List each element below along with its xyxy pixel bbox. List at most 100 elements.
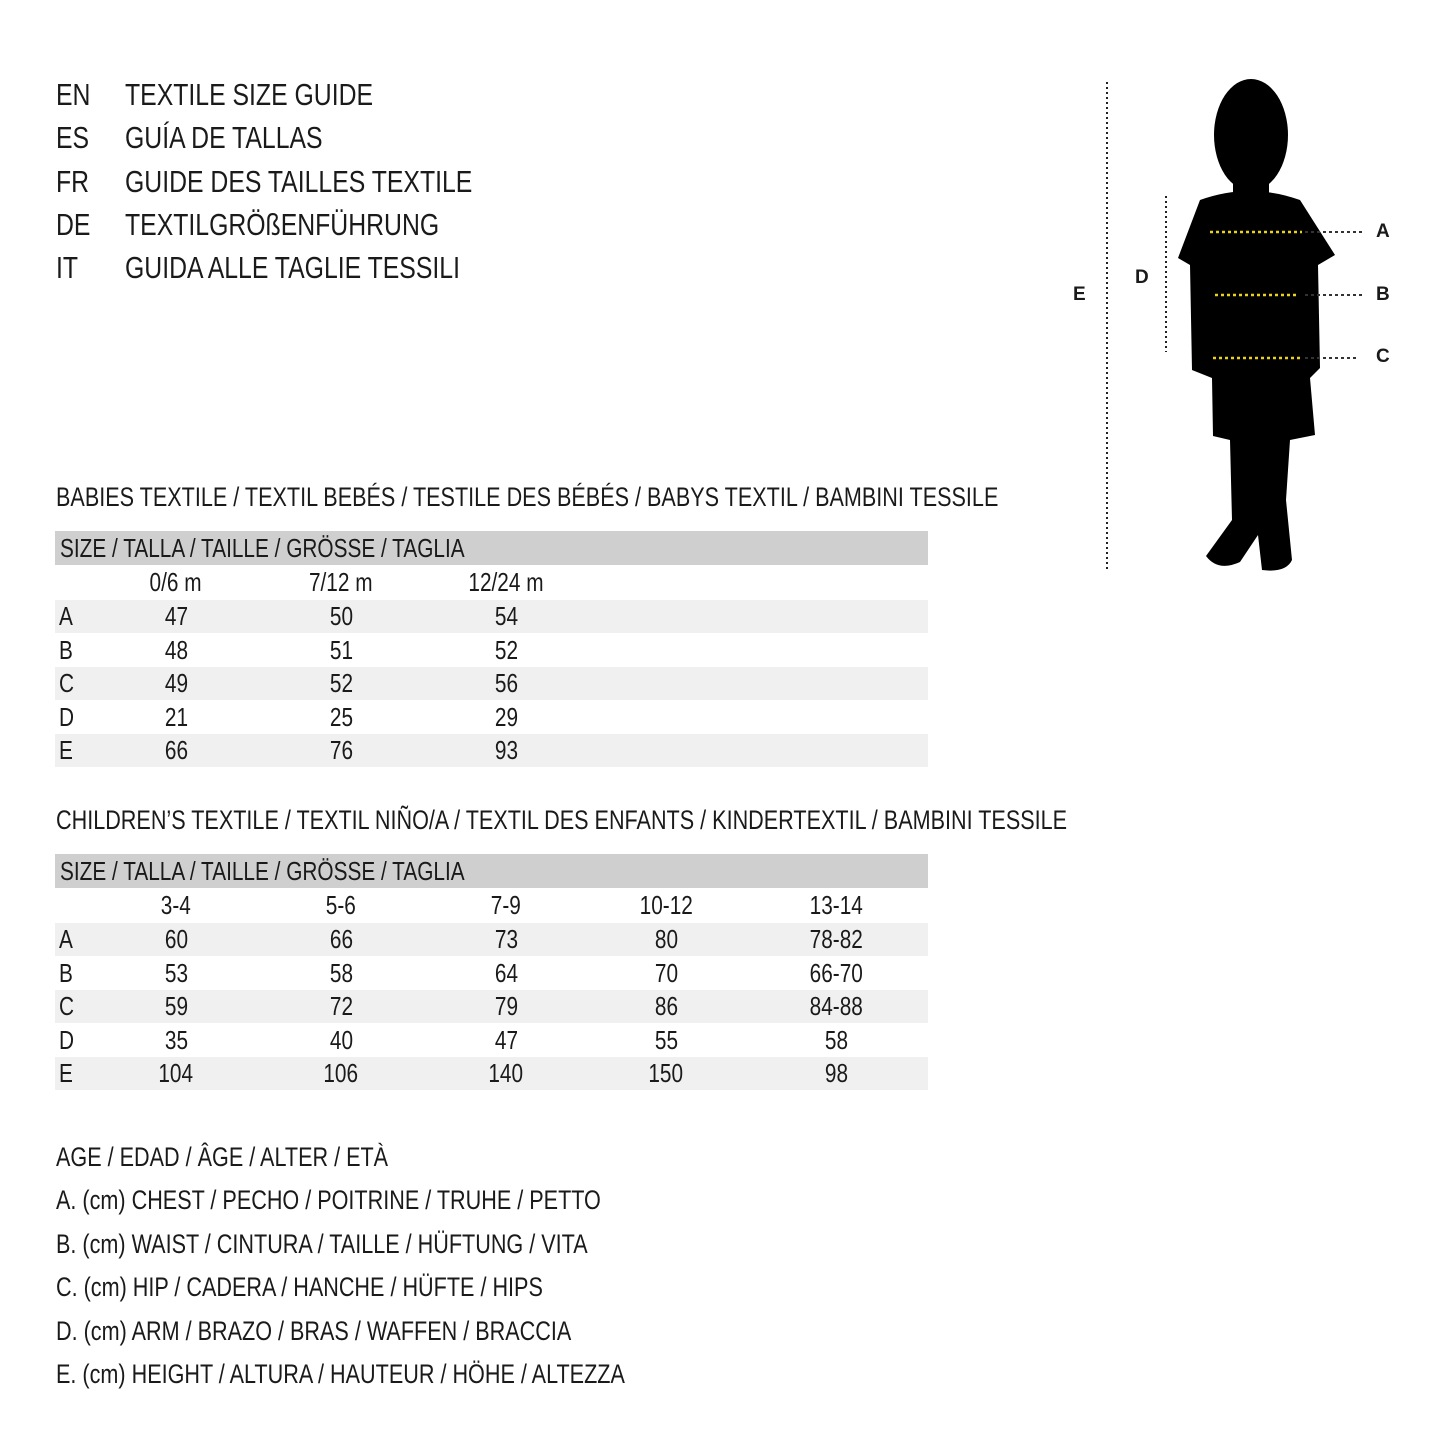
guide-title: GUIDE DES TAILLES TEXTILE (125, 164, 559, 200)
table-cell: 29 (446, 702, 566, 732)
column-header: 10-12 (606, 890, 726, 920)
figure-label-b: B (1376, 284, 1390, 305)
guide-title-text: GUIDE DES TAILLES TEXTILE (125, 163, 473, 199)
figure-label-e: E (1073, 284, 1086, 305)
table-cell-text: 60 (164, 924, 188, 954)
guide-title-text: GUÍA DE TALLAS (125, 120, 323, 156)
table-cell: 64 (446, 958, 566, 988)
table-cell-text: 49 (164, 668, 188, 699)
table-cell-text: 66-70 (809, 957, 863, 988)
table-cell: 66 (116, 735, 236, 765)
row-label: E (59, 735, 76, 765)
row-label-text: E (59, 735, 73, 766)
table-cell-text: 53 (164, 957, 188, 988)
table-cell: 47 (446, 1025, 566, 1055)
column-header: 3-4 (116, 890, 236, 920)
legend-line: C. (cm) HIP / CADERA / HANCHE / HÜFTE / … (56, 1271, 665, 1303)
table-cell-text: 47 (164, 601, 188, 631)
table-cell-text: 64 (494, 957, 518, 988)
column-header-row: 0/6 m 7/12 m 12/24 m (55, 566, 928, 599)
table-cell-text: 40 (329, 1024, 353, 1055)
row-label-text: D (59, 701, 75, 732)
language-code-text: FR (56, 163, 90, 199)
legend-line-text: AGE / EDAD / ÂGE / ALTER / ETÀ (56, 1142, 389, 1172)
guide-title: GUIDA ALLE TAGLIE TESSILI (125, 250, 544, 286)
table-cell: 86 (606, 991, 726, 1021)
table-cell: 52 (281, 668, 401, 698)
table-row: A 47 50 54 (55, 600, 928, 633)
legend-line-text: A. (cm) CHEST / PECHO / POITRINE / TRUHE… (56, 1185, 601, 1216)
table-cell-text: 78-82 (809, 924, 863, 954)
column-header-text: 10-12 (639, 890, 693, 920)
table-cell-text: 29 (494, 701, 518, 732)
table-cell-text: 72 (329, 991, 353, 1022)
size-header-bar: SIZE / TALLA / TAILLE / GRÖSSE / TAGLIA (55, 854, 928, 888)
table-row: D 35 40 47 55 58 (55, 1024, 928, 1057)
table-cell: 84-88 (776, 991, 896, 1021)
table-cell: 98 (776, 1058, 896, 1088)
column-header-text: 13-14 (809, 890, 863, 920)
size-label: SIZE / TALLA / TAILLE / GRÖSSE / TAGLIA (60, 856, 566, 886)
row-label: C (59, 991, 78, 1021)
table-cell: 150 (606, 1058, 726, 1088)
column-header: 7/12 m (281, 567, 401, 597)
table-cell: 93 (446, 735, 566, 765)
table-cell: 140 (446, 1058, 566, 1088)
column-header-row: 3-4 5-6 7-9 10-12 13-14 (55, 889, 928, 922)
table-cell: 35 (116, 1025, 236, 1055)
table-row: B 48 51 52 (55, 634, 928, 667)
legend-line: AGE / EDAD / ÂGE / ALTER / ETÀ (56, 1141, 471, 1173)
table-cell: 60 (116, 924, 236, 954)
row-label-text: C (59, 991, 75, 1022)
table-cell-text: 140 (488, 1058, 524, 1089)
row-label-text: B (59, 957, 73, 988)
table-cell: 70 (606, 958, 726, 988)
table-cell-text: 84-88 (809, 991, 863, 1022)
table-cell-text: 150 (648, 1058, 684, 1089)
column-header: 5-6 (281, 890, 401, 920)
language-code-text: IT (56, 250, 79, 286)
guide-title: GUÍA DE TALLAS (125, 120, 372, 156)
column-header: 13-14 (776, 890, 896, 920)
table-cell-text: 21 (164, 701, 188, 732)
table-cell: 73 (446, 924, 566, 954)
table-cell-text: 79 (494, 991, 518, 1022)
table-cell: 51 (281, 635, 401, 665)
table-heading-text: CHILDREN’S TEXTILE / TEXTIL NIÑO/A / TEX… (56, 805, 1068, 835)
figure-label-a: A (1376, 221, 1390, 242)
row-label-text: D (59, 1024, 75, 1055)
language-code: FR (56, 164, 97, 200)
language-code-text: DE (56, 206, 91, 242)
column-header-text: 3-4 (160, 890, 192, 920)
table-cell: 48 (116, 635, 236, 665)
table-cell: 80 (606, 924, 726, 954)
table-cell: 106 (281, 1058, 401, 1088)
table-cell: 47 (116, 601, 236, 631)
row-label: B (59, 635, 76, 665)
table-cell: 40 (281, 1025, 401, 1055)
row-label: E (59, 1058, 76, 1088)
legend-line-text: D. (cm) ARM / BRAZO / BRAS / WAFFEN / BR… (56, 1315, 572, 1346)
size-label-text: SIZE / TALLA / TAILLE / GRÖSSE / TAGLIA (60, 533, 465, 563)
table-cell-text: 58 (329, 957, 353, 988)
table-cell-text: 76 (329, 735, 353, 766)
guide-title-text: TEXTILE SIZE GUIDE (125, 77, 374, 112)
table-cell-text: 35 (164, 1024, 188, 1055)
column-header-text: 0/6 m (149, 567, 203, 597)
size-header-bar: SIZE / TALLA / TAILLE / GRÖSSE / TAGLIA (55, 531, 928, 565)
row-label-text: C (59, 668, 75, 699)
column-header-text: 5-6 (325, 890, 357, 920)
table-cell-text: 58 (824, 1024, 848, 1055)
language-code-text: EN (56, 77, 91, 112)
table-cell-text: 47 (494, 1024, 518, 1055)
table-cell: 52 (446, 635, 566, 665)
table-cell-text: 73 (494, 924, 518, 954)
table-cell: 78-82 (776, 924, 896, 954)
row-label: D (59, 702, 78, 732)
column-header: 12/24 m (446, 567, 566, 597)
table-cell-text: 59 (164, 991, 188, 1022)
language-code: DE (56, 207, 99, 243)
table-cell-text: 66 (164, 735, 188, 766)
legend-line: D. (cm) ARM / BRAZO / BRAS / WAFFEN / BR… (56, 1315, 700, 1347)
table-cell: 54 (446, 601, 566, 631)
